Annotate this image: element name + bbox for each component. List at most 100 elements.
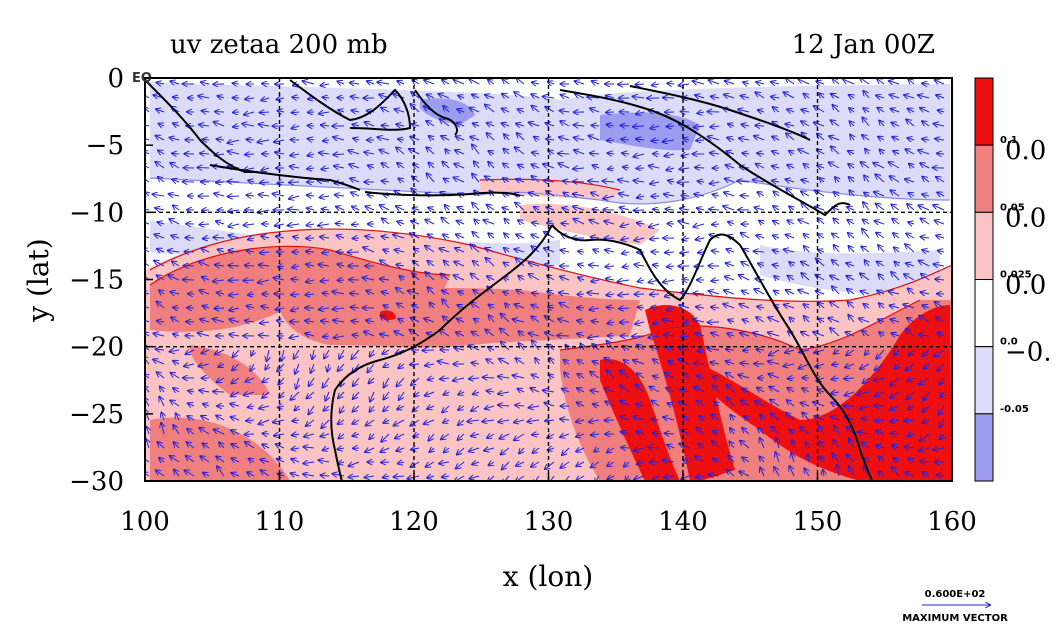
wind-vector — [228, 140, 240, 143]
wind-vector — [485, 95, 495, 98]
wind-vector — [503, 178, 510, 182]
wind-vector — [290, 166, 300, 168]
wind-vector — [319, 112, 330, 114]
wind-vector — [413, 208, 420, 210]
wind-vector — [170, 163, 180, 169]
wind-vector — [619, 308, 630, 309]
wind-vector — [697, 112, 705, 113]
wind-vector — [560, 111, 570, 112]
wind-vector — [653, 322, 660, 324]
wind-vector — [818, 234, 825, 238]
wind-vector — [202, 277, 210, 280]
wind-vector — [890, 95, 900, 98]
wind-vector — [399, 276, 404, 280]
wind-vector — [847, 220, 855, 224]
wind-vector — [622, 153, 630, 154]
wind-vector — [396, 147, 405, 155]
wind-vector — [605, 250, 615, 252]
wind-vector — [158, 124, 164, 126]
wind-vector — [443, 106, 450, 113]
wind-vector — [918, 95, 930, 98]
wind-vector — [831, 120, 840, 127]
wind-vector — [352, 206, 360, 210]
wind-vector — [772, 181, 780, 182]
wind-vector — [891, 204, 900, 211]
wind-vector — [259, 194, 270, 196]
wind-vector — [425, 272, 435, 281]
wind-vector — [773, 221, 780, 224]
wind-vector — [558, 319, 570, 322]
wind-vector — [290, 336, 300, 338]
wind-vector — [233, 83, 240, 84]
wind-vector — [666, 209, 675, 210]
wind-vector — [605, 266, 615, 267]
wind-vector — [920, 292, 930, 294]
wind-vector — [577, 334, 585, 336]
wind-vector — [801, 262, 810, 266]
wind-vector — [937, 153, 945, 154]
wind-vector — [559, 293, 570, 294]
wind-vector — [817, 166, 825, 168]
wind-vector — [350, 178, 360, 182]
wind-vector — [382, 218, 390, 225]
wind-vector — [457, 319, 465, 322]
wind-vector — [784, 249, 795, 252]
wind-vector — [804, 234, 809, 238]
wind-vector — [801, 332, 810, 336]
wind-vector — [382, 125, 390, 126]
wind-vector — [638, 307, 645, 308]
wind-vector — [741, 262, 750, 266]
wind-vector — [680, 252, 690, 253]
wind-vector — [759, 221, 764, 224]
wind-vector — [529, 274, 540, 281]
wind-vector — [229, 319, 240, 322]
wind-vector — [753, 333, 765, 336]
wind-vector — [545, 107, 555, 113]
wind-vector — [318, 224, 330, 226]
wind-vector — [678, 221, 690, 224]
wind-vector — [439, 248, 450, 252]
wind-vector — [145, 221, 150, 224]
wind-vector — [757, 153, 765, 154]
wind-vector — [588, 181, 600, 182]
wind-vector — [563, 181, 570, 182]
wind-vector — [862, 331, 870, 337]
wind-vector — [456, 136, 465, 140]
wind-vector — [773, 107, 780, 112]
wind-vector — [697, 208, 705, 210]
wind-vector — [288, 224, 300, 226]
wind-vector — [903, 304, 915, 308]
wind-vector — [513, 319, 525, 322]
wind-vector — [650, 126, 660, 129]
wind-vector — [922, 139, 930, 140]
wind-vector — [798, 220, 810, 225]
wind-vector — [726, 151, 735, 154]
wind-vector — [574, 125, 585, 126]
wind-vector — [454, 275, 465, 281]
wind-vector — [834, 245, 840, 253]
wind-vector — [679, 305, 690, 308]
wind-vector — [895, 262, 899, 266]
wind-vector — [592, 321, 600, 322]
wind-vector — [531, 176, 540, 183]
wind-vector — [682, 279, 690, 280]
wind-vector — [848, 151, 855, 154]
wind-vector — [708, 136, 720, 140]
wind-vector — [248, 238, 255, 240]
wind-vector — [277, 182, 285, 183]
wind-vector — [244, 112, 255, 115]
wind-vector — [411, 104, 420, 113]
wind-vector — [693, 319, 705, 322]
wind-vector — [739, 304, 750, 308]
wind-vector — [724, 94, 735, 98]
wind-vector — [772, 122, 780, 126]
wind-vector — [667, 308, 675, 311]
wind-vector — [457, 123, 465, 126]
wind-vector — [725, 179, 735, 182]
wind-vector — [259, 124, 270, 126]
colorbar-swatch — [974, 211, 994, 280]
wind-vector — [863, 219, 870, 224]
wind-vector — [228, 151, 240, 154]
